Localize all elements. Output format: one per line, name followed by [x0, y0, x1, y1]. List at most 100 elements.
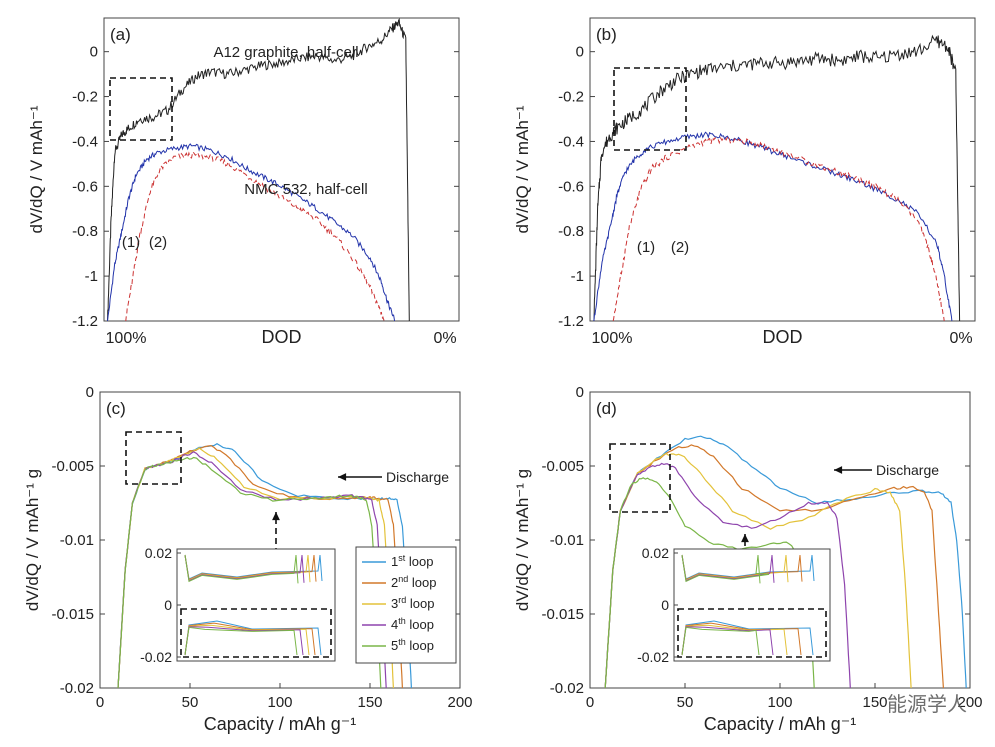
inset-dash-box: [677, 608, 827, 658]
inset-series-line: [184, 554, 299, 584]
series-line: [107, 18, 410, 321]
highlight-box: [109, 77, 173, 141]
legend-suffix: st: [398, 553, 406, 563]
legend-word: loop: [405, 554, 433, 569]
legend-entry: 1st loop: [391, 553, 433, 569]
panel-a: 0 -0.2 -0.4 -0.6 -0.8 -1 -1.2 100% 0% DOD dV/dQ / …: [27, 17, 460, 347]
x-tick-label: 50: [182, 694, 199, 711]
inset-series-line: [184, 554, 323, 582]
inset-series-line: [681, 554, 770, 584]
y-tick-label: -0.015: [51, 606, 94, 623]
annotation-nmc: NMC 532, half-cell: [244, 181, 367, 198]
series-line: [612, 135, 945, 321]
plot-frame-b: [589, 17, 976, 322]
y-tick-label: -0.4: [72, 133, 98, 150]
legend-suffix: rd: [398, 595, 406, 605]
x-tick-label: 0: [586, 694, 594, 711]
inset-c: 0.02 0 -0.02: [140, 545, 336, 665]
legend-entry: 5th loop: [391, 637, 434, 653]
legend-suffix: th: [398, 637, 406, 647]
annotation-1: (1): [122, 234, 140, 251]
annotation-discharge: Discharge: [386, 469, 449, 485]
legend-ordinal: 1: [391, 554, 398, 569]
y-tick-label: 0: [576, 384, 584, 401]
y-tick-label: -0.005: [541, 458, 584, 475]
x-axis-title: Capacity / mAh g⁻¹: [704, 714, 857, 734]
inset-d: 0.02 0 -0.02: [637, 545, 831, 665]
legend-entry: 4th loop: [391, 616, 434, 632]
y-tick-label: -1: [571, 268, 584, 285]
x-axis-title: DOD: [262, 327, 302, 347]
panel-c: 0-0.005-0.01-0.015-0.020 50 100 150 200Capac…: [23, 384, 473, 734]
inset-frame: [176, 548, 336, 662]
panel-d: 0-0.005-0.01-0.015-0.020 50 100 150 200Capac…: [513, 384, 983, 734]
x-tick-label: 100: [267, 694, 292, 711]
y-tick-label: -0.015: [541, 606, 584, 623]
x-tick-label: 150: [862, 694, 887, 711]
legend-suffix: nd: [398, 574, 408, 584]
x-tick-label: 0: [96, 694, 104, 711]
y-tick-label: -0.8: [558, 223, 584, 240]
y-tick-label: -1: [85, 268, 98, 285]
inset-series-line: [681, 554, 815, 582]
arrow-head: [338, 473, 347, 481]
inset-series-line: [681, 554, 803, 582]
plot-frame-a: [103, 17, 460, 322]
y-axis-title: dV/dQ / V mAh⁻¹: [27, 105, 46, 233]
annotation-2: (2): [149, 234, 167, 251]
series-line: [604, 462, 851, 688]
discharge-arrow-d: [834, 466, 872, 474]
y-tick-label: -0.2: [558, 89, 584, 106]
inset-series-line: [681, 554, 775, 583]
inset-series-line: [184, 554, 317, 582]
panel-label: (d): [596, 399, 617, 418]
panel-label: (a): [110, 25, 131, 44]
inset-y-tick-label: 0: [661, 597, 669, 613]
x-tick-label: 150: [357, 694, 382, 711]
series-group-c: [117, 443, 412, 688]
annotation-graphite: A12 graphite, half-cell: [213, 44, 358, 61]
annotation-discharge: Discharge: [876, 462, 939, 478]
inset-series-line: [681, 626, 760, 656]
y-tick-label: 0: [576, 44, 584, 61]
inset-y-tick-label: -0.02: [140, 649, 172, 665]
x-tick-label: 100%: [106, 330, 147, 347]
inset-frame: [673, 548, 831, 662]
y-axis-title: dV/dQ / V mAh⁻¹: [513, 105, 532, 233]
y-axis-title: dV/dQ / V mAh⁻¹ g: [23, 469, 42, 611]
y-tick-label: -0.005: [51, 458, 94, 475]
y-tick-label: -0.8: [72, 223, 98, 240]
arrow-head: [272, 512, 280, 521]
legend-word: loop: [406, 596, 434, 611]
x-tick-label: 0%: [433, 330, 456, 347]
legend-suffix: th: [398, 616, 406, 626]
y-tick-label: 0: [90, 44, 98, 61]
y-tick-label: -0.01: [60, 532, 94, 549]
series-line: [593, 34, 961, 321]
highlight-box: [125, 431, 182, 485]
y-tick-label: -0.6: [72, 178, 98, 195]
legend-ordinal: 4: [391, 617, 398, 632]
x-tick-label: 0%: [949, 330, 972, 347]
legend-ordinal: 5: [391, 638, 398, 653]
highlight-box: [609, 443, 671, 513]
series-line: [117, 456, 382, 688]
x-tick-label: 100%: [592, 330, 633, 347]
legend-entry: 2nd loop: [391, 574, 436, 590]
x-tick-label: 200: [957, 694, 982, 711]
x-tick-label: 50: [677, 694, 694, 711]
y-axis-title: dV/dQ / V mAh⁻¹ g: [513, 469, 532, 611]
watermark: 能源学人: [887, 692, 967, 716]
series-line: [125, 150, 385, 321]
y-tick-label: -0.02: [60, 680, 94, 697]
panel-b: 0 -0.2 -0.4 -0.6 -0.8 -1 -1.2 100% 0% DOD dV/dQ / …: [513, 17, 976, 347]
arrow-head: [741, 534, 749, 543]
legend-word: loop: [406, 638, 434, 653]
inset-y-tick-label: 0.02: [145, 545, 172, 561]
inset-y-tick-label: -0.02: [637, 649, 669, 665]
legend-frame: [355, 546, 457, 664]
inset-series-line: [184, 626, 298, 656]
inset-series-line: [184, 554, 305, 583]
